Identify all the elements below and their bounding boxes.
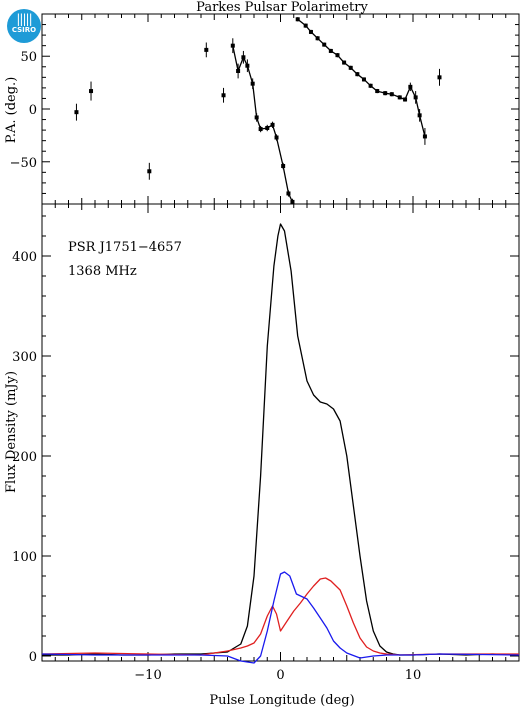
pa-point — [204, 47, 209, 52]
pa-ticks: −50 0 50 — [10, 14, 520, 204]
pa-point — [295, 17, 300, 22]
x-tick-label: 10 — [405, 668, 422, 683]
pa-point — [368, 83, 373, 88]
pa-connector-line — [232, 45, 293, 203]
pa-point — [258, 127, 263, 132]
flux-y-tick-label: 300 — [12, 350, 37, 365]
pa-point — [290, 199, 295, 204]
pa-point — [422, 134, 427, 139]
csiro-logo-text: CSIRO — [11, 26, 37, 34]
pa-point — [245, 63, 250, 68]
pa-panel-frame — [41, 13, 520, 205]
pa-point — [437, 75, 442, 80]
pa-point — [274, 135, 279, 140]
flux-lines — [41, 223, 520, 664]
pa-point — [408, 84, 413, 89]
pa-point — [389, 92, 394, 97]
pa-point — [315, 36, 320, 41]
pa-point — [413, 95, 418, 100]
flux-y-tick-label: 400 — [12, 250, 37, 265]
x-tick-label: 0 — [276, 668, 284, 683]
pa-point — [221, 93, 226, 98]
pa-point — [89, 89, 94, 94]
linear-polarization-line — [41, 577, 519, 656]
pa-point — [281, 164, 286, 168]
psr-name-annotation: PSR J1751−4657 — [68, 240, 182, 255]
pa-point — [230, 43, 235, 48]
pa-point — [348, 65, 353, 70]
total-intensity-line — [42, 223, 520, 656]
pa-point — [74, 110, 79, 115]
pa-point — [254, 115, 259, 120]
pa-y-tick-label: 50 — [20, 50, 37, 65]
circular-polarization-line — [41, 571, 520, 664]
pa-point — [236, 69, 241, 73]
flux-y-tick-label: 100 — [12, 550, 37, 565]
pa-panel: −50 0 50 P.A. (deg.) — [4, 13, 520, 205]
pa-point — [335, 53, 340, 58]
pa-point — [397, 95, 402, 100]
x-tick-label: −10 — [134, 668, 161, 683]
pa-point — [342, 60, 347, 65]
chart-title: Parkes Pulsar Polarimetry — [196, 0, 368, 15]
pa-point — [147, 169, 152, 174]
pa-ylabel: P.A. (deg.) — [4, 77, 19, 144]
pa-point — [355, 72, 360, 77]
x-axis-label: Pulse Longitude (deg) — [209, 693, 354, 708]
flux-panel: 0 100 200 300 400 −10 0 10 PSR J1751−4657 1368 … — [4, 203, 520, 708]
pa-point — [270, 122, 275, 127]
pa-point — [250, 81, 255, 86]
pa-point — [286, 191, 291, 196]
pa-point — [241, 55, 246, 60]
pa-point — [308, 29, 313, 34]
frequency-annotation: 1368 MHz — [68, 264, 137, 279]
pa-point — [375, 89, 380, 94]
pa-y-tick-label: 0 — [29, 103, 37, 118]
csiro-logo-icon: ||||| CSIRO — [7, 9, 41, 43]
flux-ticks: 0 100 200 300 400 −10 0 10 — [12, 204, 520, 683]
pa-lines — [232, 18, 426, 203]
pa-point — [265, 126, 270, 130]
flux-ylabel: Flux Density (mJy) — [4, 371, 19, 493]
pa-point — [361, 77, 366, 82]
pa-points — [74, 17, 442, 204]
flux-y-tick-label: 0 — [29, 650, 37, 665]
pa-point — [328, 48, 333, 53]
pa-point — [322, 42, 327, 47]
pa-point — [417, 113, 422, 118]
pa-point — [403, 97, 408, 102]
pa-point — [383, 91, 388, 96]
pa-point — [303, 23, 308, 28]
pa-y-tick-label: −50 — [10, 156, 37, 171]
flux-y-tick-label: 200 — [12, 450, 37, 465]
